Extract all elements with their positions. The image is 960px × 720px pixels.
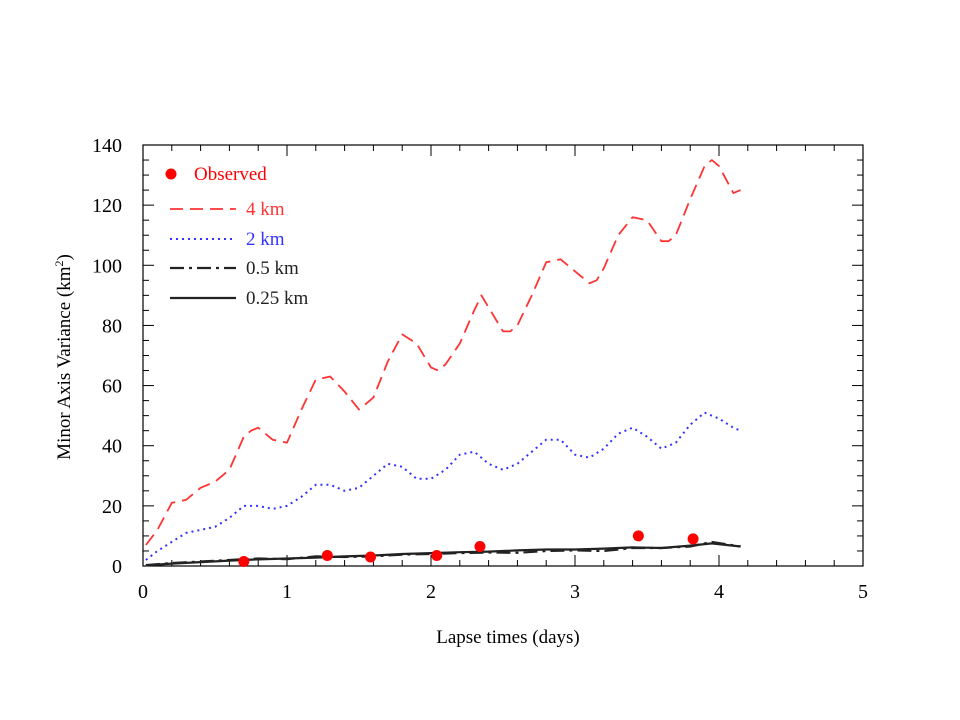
legend-label: 0.25 km — [246, 288, 309, 309]
x-axis-tick-labels: 0 1 2 3 4 5 — [138, 581, 868, 603]
y-tick-label: 100 — [92, 255, 122, 277]
observed-point — [431, 549, 443, 561]
series-line-4km — [145, 159, 741, 546]
y-tick-label: 120 — [92, 195, 122, 217]
x-axis-label: Lapse times (days) — [436, 627, 580, 648]
y-axis-label: Minor Axis Variance (km2) — [52, 254, 75, 460]
legend-label: 2 km — [246, 229, 285, 250]
y-axis-tick-labels: 0 20 40 60 80 100 120 140 — [92, 135, 122, 578]
legend-label: 0.5 km — [246, 258, 299, 279]
observed-point — [321, 549, 333, 561]
observed-point — [365, 551, 377, 563]
y-tick-label: 40 — [102, 436, 122, 458]
y-tick-label: 60 — [102, 376, 122, 398]
y-axis-label-suffix: ) — [54, 254, 75, 260]
y-tick-label: 80 — [102, 315, 122, 337]
axis-ticks — [142, 144, 864, 567]
y-axis-label-main: Minor Axis Variance (km — [54, 266, 75, 460]
x-tick-label: 0 — [138, 581, 148, 603]
observed-point — [238, 555, 250, 567]
y-tick-label: 0 — [112, 556, 122, 578]
series-line-2km — [145, 411, 741, 561]
observed-layer — [238, 530, 699, 567]
y-axis-label-superscript: 2 — [52, 261, 66, 267]
legend-marker-observed — [165, 168, 177, 180]
x-tick-label: 1 — [282, 581, 292, 603]
x-tick-label: 3 — [570, 581, 580, 603]
observed-point — [687, 533, 699, 545]
series-layer — [145, 159, 741, 567]
x-tick-label: 4 — [714, 581, 724, 603]
legend: Observed 4 km 2 km 0.5 km 0.25 km — [165, 164, 309, 309]
legend-label: Observed — [194, 164, 267, 185]
y-tick-label: 20 — [102, 496, 122, 518]
observed-point — [632, 530, 644, 542]
x-tick-label: 5 — [858, 581, 868, 603]
observed-point — [474, 540, 486, 552]
legend-label: 4 km — [246, 199, 285, 220]
x-tick-label: 2 — [426, 581, 436, 603]
y-tick-label: 140 — [92, 135, 122, 157]
